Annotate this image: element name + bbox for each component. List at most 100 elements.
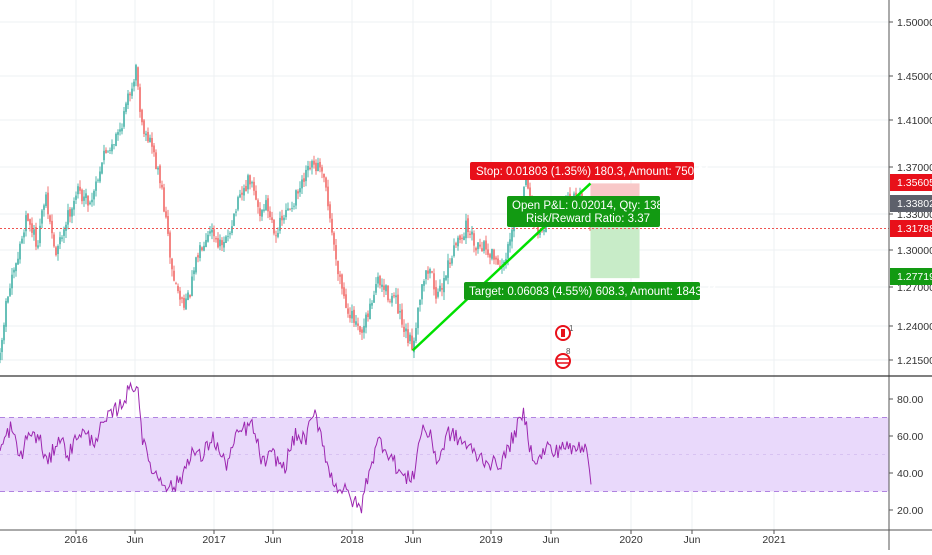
candle-body	[279, 217, 281, 231]
time-tick-label: 2021	[762, 534, 786, 546]
candle-body	[159, 165, 161, 184]
candle-body	[447, 260, 449, 278]
candle-body	[83, 196, 85, 201]
target-label[interactable]: Target: 0.06083 (4.55%) 608.3, Amount: 1…	[464, 282, 718, 300]
event-marker-flag-2[interactable]: 8	[555, 347, 571, 369]
candle-body	[37, 245, 39, 248]
candle-body	[317, 162, 319, 172]
badge-current-price: 1.33802	[890, 195, 932, 212]
candle-body	[347, 308, 349, 314]
candle-body	[237, 197, 239, 210]
candle-body	[179, 290, 181, 300]
badge-target-price: 1.27719	[890, 268, 932, 285]
time-tick-label: 2017	[202, 534, 226, 546]
candle-body	[1, 339, 3, 353]
candle-body	[219, 239, 221, 247]
candle-body	[423, 281, 425, 286]
candle-body	[189, 294, 191, 298]
candle-body	[305, 169, 307, 182]
candle-body	[105, 149, 107, 154]
candle-body	[49, 215, 51, 222]
candle-body	[335, 245, 337, 260]
candle-body	[133, 81, 135, 87]
candle-body	[417, 307, 419, 329]
candle-body	[205, 239, 207, 247]
candle-body	[513, 224, 515, 232]
stop-label-bg	[470, 162, 694, 180]
candle-body	[139, 87, 141, 112]
candle-body	[183, 297, 185, 308]
candle-body	[161, 184, 163, 188]
candle-body	[9, 288, 11, 296]
rsi-pane	[0, 381, 592, 514]
candle-body	[331, 218, 333, 233]
candle-body	[461, 237, 463, 240]
candle-body	[43, 205, 45, 210]
time-tick-label: Jun	[684, 534, 701, 546]
candle-body	[299, 188, 301, 193]
time-tick-label: 2016	[64, 534, 88, 546]
candle-body	[209, 231, 211, 234]
candle-body	[483, 241, 485, 251]
candle-body	[33, 229, 35, 235]
candle-body	[441, 288, 443, 290]
candle-body	[199, 245, 201, 259]
stop-label[interactable]: Stop: 0.01803 (1.35%) 180.3, Amount: 750…	[470, 162, 710, 180]
candle-body	[433, 273, 435, 290]
candle-body	[409, 334, 411, 342]
candle-body	[157, 167, 159, 170]
candle-body	[181, 297, 183, 299]
candle-body	[69, 209, 71, 217]
badge-current-bg	[890, 195, 932, 212]
price-tick-label: 1.45000	[897, 71, 932, 83]
candle-body	[257, 200, 259, 207]
candle-body	[419, 300, 421, 306]
event-marker-flag[interactable]: 1	[555, 324, 574, 341]
badge-current-text: 1.33802	[897, 198, 932, 210]
candle-body	[121, 128, 123, 132]
candle-body	[377, 276, 379, 284]
pnl-label[interactable]: Open P&L: 0.02014, Qty: 13865 Risk/Rewar…	[507, 196, 676, 227]
candle-body	[253, 181, 255, 191]
candle-body	[275, 235, 277, 237]
candle-body	[57, 245, 59, 255]
candle-body	[291, 207, 293, 209]
time-tick-label: Jun	[543, 534, 560, 546]
candle-body	[169, 232, 171, 258]
price-tick-label: 1.50000	[897, 17, 932, 29]
candle-body	[355, 321, 357, 325]
candle-body	[415, 328, 417, 341]
candle-body	[471, 231, 473, 235]
candle-body	[379, 276, 381, 286]
candle-body	[123, 111, 125, 127]
flag-mark-icon	[561, 329, 565, 337]
us-flag-icon	[555, 353, 571, 369]
candle-body	[119, 129, 121, 132]
candle-body	[153, 145, 155, 153]
candle-body	[81, 189, 83, 202]
candle-body	[333, 232, 335, 245]
candle-body	[431, 271, 433, 273]
price-tick-label: 1.24000	[897, 321, 932, 333]
candle-body	[269, 211, 271, 218]
candle-body	[217, 238, 219, 248]
candle-body	[287, 208, 289, 211]
candle-body	[201, 247, 203, 251]
candle-body	[107, 151, 109, 153]
target-label-bg	[464, 282, 700, 300]
badge-last-close-bg	[890, 220, 932, 237]
candle-body	[497, 258, 499, 265]
candle-body	[453, 245, 455, 257]
candle-body	[277, 232, 279, 237]
candle-body	[341, 274, 343, 289]
candle-body	[403, 326, 405, 332]
candle-body	[353, 309, 355, 323]
time-tick-label: 2020	[619, 534, 643, 546]
rsi-tick-label: 60.00	[897, 431, 923, 443]
candle-body	[97, 179, 99, 181]
candle-body	[99, 171, 101, 182]
candle-body	[203, 245, 205, 251]
candle-body	[41, 210, 43, 224]
candle-body	[131, 88, 133, 96]
candle-body	[485, 240, 487, 250]
